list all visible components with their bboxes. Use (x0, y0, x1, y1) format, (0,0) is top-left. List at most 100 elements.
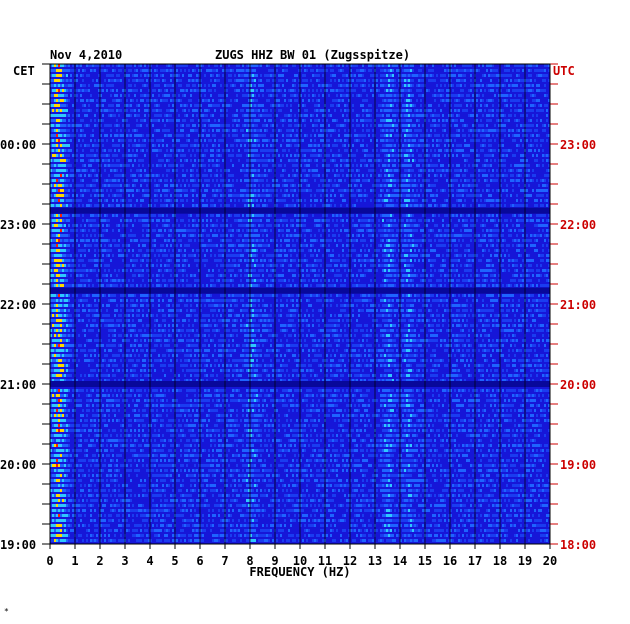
spectrogram-cell (354, 129, 356, 132)
spectrogram-cell (390, 94, 392, 97)
spectrogram-cell (516, 164, 518, 167)
spectrogram-cell (412, 139, 414, 142)
spectrogram-cell (244, 149, 246, 152)
spectrogram-cell (326, 204, 328, 207)
spectrogram-cell (330, 189, 332, 192)
spectrogram-cell (216, 179, 218, 182)
spectrogram-cell (264, 124, 266, 127)
spectrogram-cell (380, 149, 382, 152)
spectrogram-cell (316, 109, 318, 112)
spectrogram-cell (502, 189, 504, 192)
spectrogram-cell (472, 179, 474, 182)
spectrogram-cell (304, 114, 306, 117)
spectrogram-cell (484, 159, 486, 162)
spectrogram-cell (120, 184, 122, 187)
spectrogram-cell (392, 154, 394, 157)
spectrogram-cell (158, 104, 160, 107)
spectrogram-cell (380, 184, 382, 187)
spectrogram-cell (300, 149, 302, 152)
spectrogram-cell (518, 134, 520, 137)
spectrogram-cell (142, 199, 144, 202)
spectrogram-cell (170, 99, 172, 102)
spectrogram-cell (112, 69, 114, 72)
spectrogram-cell (54, 164, 56, 167)
spectrogram-cell (510, 179, 512, 182)
spectrogram-cell (412, 84, 414, 87)
spectrogram-cell (164, 99, 166, 102)
spectrogram-cell (344, 149, 346, 152)
spectrogram-cell (270, 149, 272, 152)
spectrogram-cell (446, 79, 448, 82)
spectrogram-cell (490, 109, 492, 112)
spectrogram-cell (170, 69, 172, 72)
spectrogram-cell (92, 159, 94, 162)
spectrogram-cell (510, 94, 512, 97)
spectrogram-cell (252, 134, 254, 137)
spectrogram-cell (264, 159, 266, 162)
spectrogram-cell (542, 129, 544, 132)
spectrogram-cell (432, 214, 434, 217)
spectrogram-cell (264, 139, 266, 142)
spectrogram-cell (128, 104, 130, 107)
spectrogram-cell (82, 104, 84, 107)
spectrogram-cell (518, 69, 520, 72)
spectrogram-cell (310, 114, 312, 117)
spectrogram-cell (82, 89, 84, 92)
spectrogram-cell (178, 84, 180, 87)
spectrogram-cell (252, 94, 254, 97)
spectrogram-cell (530, 69, 532, 72)
spectrogram-cell (294, 159, 296, 162)
spectrogram-cell (184, 194, 186, 197)
spectrogram-cell (416, 109, 418, 112)
spectrogram-cell (102, 109, 104, 112)
spectrogram-cell (76, 154, 78, 157)
spectrogram-cell (406, 134, 408, 137)
spectrogram-cell (312, 69, 314, 72)
spectrogram-cell (196, 109, 198, 112)
spectrogram-cell (282, 69, 284, 72)
spectrogram-cell (64, 159, 66, 162)
spectrogram-cell (142, 164, 144, 167)
spectrogram-cell (538, 164, 540, 167)
spectrogram-cell (528, 184, 530, 187)
spectrogram-cell (276, 94, 278, 97)
spectrogram-cell (304, 104, 306, 107)
spectrogram-cell (256, 139, 258, 142)
spectrogram-cell (204, 94, 206, 97)
spectrogram-cell (248, 109, 250, 112)
spectrogram-cell (300, 94, 302, 97)
spectrogram-cell (366, 124, 368, 127)
spectrogram-cell (138, 174, 140, 177)
spectrogram-cell (84, 84, 86, 87)
spectrogram-cell (340, 99, 342, 102)
spectrogram-cell (96, 79, 98, 82)
spectrogram-cell (180, 219, 182, 222)
spectrogram-cell (304, 199, 306, 202)
spectrogram-cell (176, 169, 178, 172)
spectrogram-cell (546, 109, 548, 112)
spectrogram-cell (410, 104, 412, 107)
spectrogram-cell (240, 139, 242, 142)
spectrogram-cell (430, 74, 432, 77)
spectrogram-cell (54, 219, 56, 222)
spectrogram-cell (128, 149, 130, 152)
spectrogram-cell (226, 69, 228, 72)
spectrogram-cell (92, 64, 94, 67)
spectrogram-cell (294, 89, 296, 92)
spectrogram-cell (62, 184, 64, 187)
spectrogram-cell (100, 194, 102, 197)
spectrogram-cell (540, 109, 542, 112)
spectrogram-cell (406, 154, 408, 157)
spectrogram-cell (498, 204, 500, 207)
spectrogram-cell (314, 149, 316, 152)
spectrogram-cell (478, 159, 480, 162)
spectrogram-cell (144, 94, 146, 97)
spectrogram-cell (420, 84, 422, 87)
spectrogram-cell (456, 129, 458, 132)
spectrogram-cell (376, 154, 378, 157)
spectrogram-cell (234, 214, 236, 217)
spectrogram-cell (288, 119, 290, 122)
spectrogram-cell (464, 109, 466, 112)
spectrogram-cell (434, 99, 436, 102)
spectrogram-cell (296, 149, 298, 152)
